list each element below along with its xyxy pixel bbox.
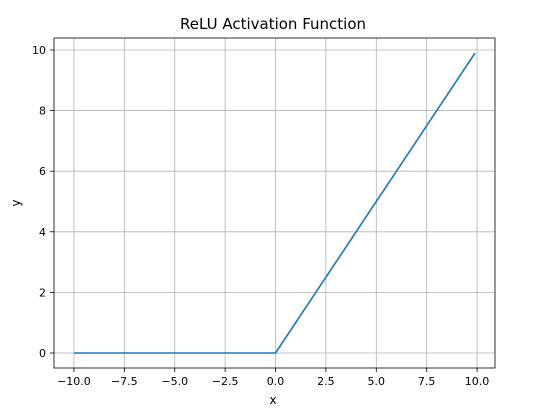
x-axis-ticks: −10.0 −7.5 −5.0 −2.5 0.0 2.5 5.0 7.5 10.0 [57,368,489,388]
grid [54,38,495,368]
y-tick-label: 8 [39,105,46,118]
chart-title: ReLU Activation Function [180,15,366,33]
x-tick-label: −5.0 [161,375,188,388]
relu-series-line [73,52,476,354]
x-tick-label: 2.5 [317,375,335,388]
y-axis-label: y [9,199,23,206]
x-tick-label: 10.0 [465,375,490,388]
x-tick-label: −7.5 [111,375,138,388]
x-axis-label: x [269,393,276,407]
series-layer [73,52,476,354]
plot-frame [53,37,496,369]
x-tick-label: 0.0 [267,375,285,388]
x-tick-label: −10.0 [57,375,91,388]
y-axis-ticks: 0 2 4 6 8 10 [32,44,54,360]
y-tick-label: 10 [32,44,46,57]
x-tick-label: −2.5 [212,375,239,388]
x-tick-label: 5.0 [368,375,386,388]
x-tick-label: 7.5 [418,375,436,388]
y-tick-label: 4 [39,226,46,239]
y-tick-label: 6 [39,165,46,178]
y-tick-label: 0 [39,347,46,360]
y-tick-label: 2 [39,286,46,299]
